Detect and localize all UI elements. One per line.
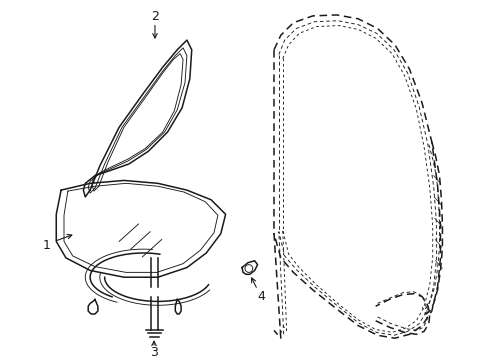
Text: 3: 3	[150, 346, 158, 359]
Text: 4: 4	[257, 290, 265, 303]
Text: 1: 1	[42, 239, 50, 252]
Text: 2: 2	[151, 10, 159, 23]
